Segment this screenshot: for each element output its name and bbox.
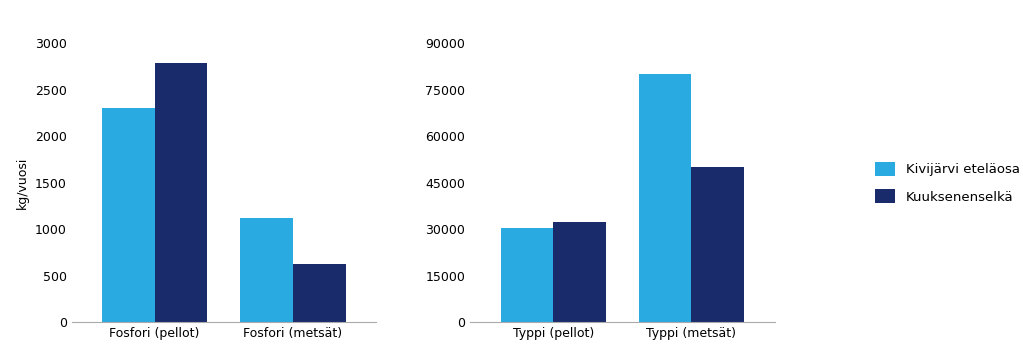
Bar	[500, 228, 553, 322]
Legend: Kivijärvi eteläosa, Kuuksenenselkä: Kivijärvi eteläosa, Kuuksenenselkä	[876, 162, 1020, 203]
Bar	[692, 167, 744, 322]
Bar	[102, 108, 154, 322]
Bar	[240, 218, 293, 322]
Bar	[553, 222, 606, 322]
Bar	[639, 75, 692, 322]
Bar	[293, 264, 346, 322]
Bar	[154, 63, 208, 322]
Y-axis label: kg/vuosi: kg/vuosi	[16, 157, 30, 209]
